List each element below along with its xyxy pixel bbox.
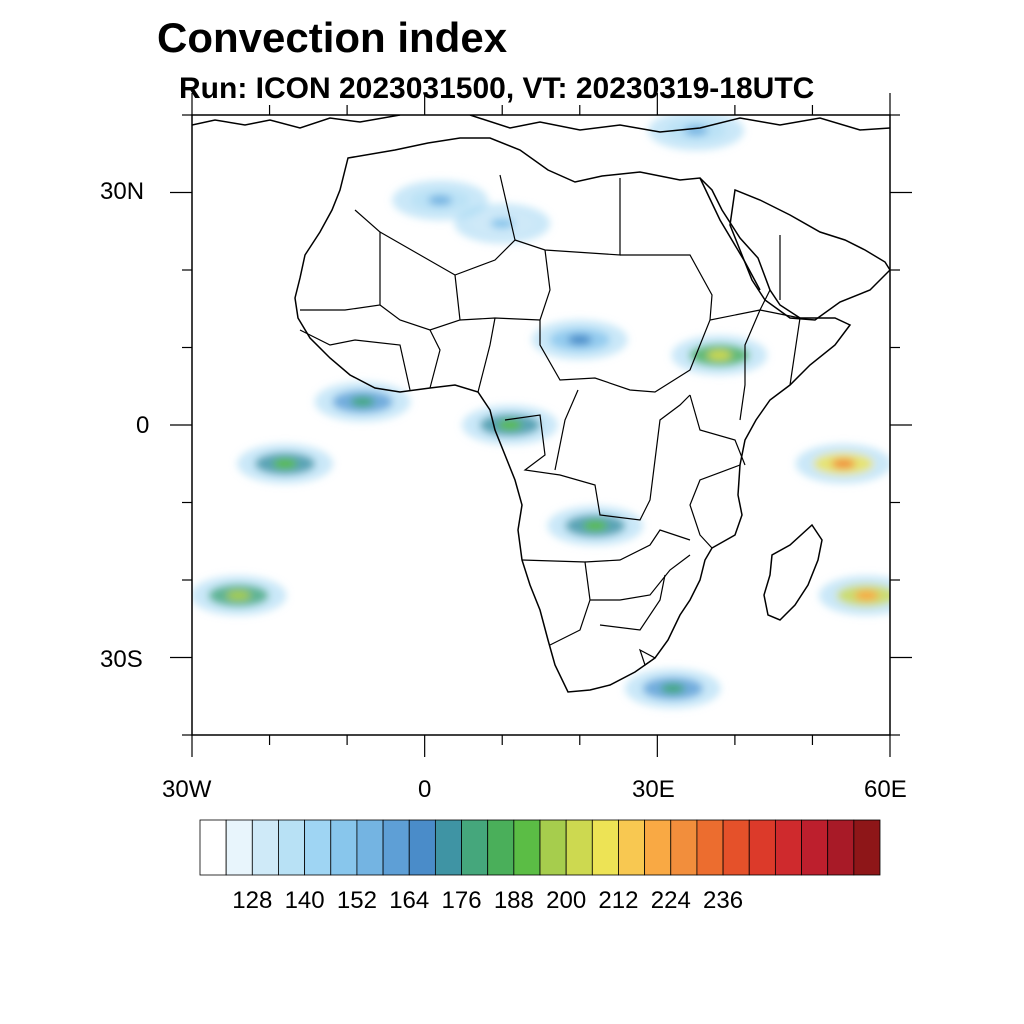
colorbar-swatch: [644, 819, 672, 876]
colorbar-swatch: [827, 819, 855, 876]
convection-region-peak: [660, 683, 685, 694]
europe-coastline: [192, 115, 890, 133]
convection-field-layer: [192, 115, 890, 709]
colorbar-swatch: [225, 819, 253, 876]
colorbar-tick-label: 224: [650, 887, 691, 914]
border-line: [599, 574, 666, 631]
convection-region-peak: [831, 458, 856, 469]
border-line: [429, 329, 441, 389]
colorbar-swatch: [774, 819, 802, 876]
border-line: [638, 648, 657, 666]
colorbar-tick-label: 128: [232, 887, 273, 914]
lon-label-0: 0: [418, 776, 432, 803]
coastline-layer: [192, 115, 890, 693]
colorbar-swatch: [356, 819, 384, 876]
red-sea-coastline: [699, 177, 761, 291]
convection-region-peak: [707, 350, 732, 361]
colorbar-swatch: [408, 819, 436, 876]
colorbar-swatch: [670, 819, 698, 876]
border-line: [689, 394, 746, 466]
border-line: [514, 178, 621, 256]
colorbar-swatch: [853, 819, 881, 876]
country-borders: [299, 174, 801, 666]
convection-region-peak: [854, 590, 879, 601]
border-line: [739, 289, 771, 421]
border-line: [521, 559, 591, 646]
colorbar-swatch: [251, 819, 279, 876]
lat-label-30s: 30S: [100, 646, 143, 673]
lat-label-0: 0: [136, 412, 150, 439]
colorbar-tick-label: 188: [493, 887, 534, 914]
chart-subtitle: Run: ICON 2023031500, VT: 20230319-18UTC: [179, 72, 815, 105]
colorbar-swatch: [278, 819, 306, 876]
colorbar-swatch: [748, 819, 776, 876]
colorbar-swatch: [513, 819, 541, 876]
border-line: [539, 249, 761, 393]
colorbar-swatch: [539, 819, 567, 876]
africa-coastline: [294, 137, 852, 693]
convection-region-peak: [273, 458, 298, 469]
chart-title: Convection index: [157, 14, 508, 61]
colorbar-swatch: [696, 819, 724, 876]
colorbar-swatch: [461, 819, 489, 876]
lat-label-30n: 30N: [100, 178, 145, 205]
convection-region-peak: [428, 195, 453, 206]
colorbar-swatch: [618, 819, 646, 876]
border-line: [554, 389, 579, 471]
colorbar-tick-label: 200: [546, 887, 587, 914]
border-line: [759, 309, 801, 386]
border-line: [299, 329, 411, 391]
colorbar-swatch: [565, 819, 593, 876]
colorbar-swatch: [487, 819, 515, 876]
convection-region-peak: [490, 218, 515, 229]
colorbar-swatch: [330, 819, 358, 876]
border-line: [689, 464, 741, 549]
colorbar-swatch: [382, 819, 410, 876]
border-line: [477, 317, 496, 393]
border-line: [584, 529, 691, 563]
arabia-coastline: [729, 188, 890, 321]
colorbar-swatch: [304, 819, 332, 876]
colorbar-swatch: [434, 819, 462, 876]
colorbar-tick-label: 140: [284, 887, 325, 914]
colorbar-tick-label: 176: [441, 887, 482, 914]
colorbar-tick-label: 152: [336, 887, 377, 914]
colorbar: [199, 819, 881, 876]
lon-label-30e: 30E: [632, 776, 675, 803]
convection-region-peak: [226, 590, 251, 601]
convection-region-peak: [583, 520, 608, 531]
convection-region-peak: [497, 420, 522, 430]
border-line: [504, 394, 691, 521]
colorbar-swatch: [199, 819, 227, 876]
colorbar-tick-label: 212: [598, 887, 639, 914]
madagascar-coastline: [763, 523, 823, 621]
axis-ticks: [170, 93, 912, 757]
colorbar-swatch: [591, 819, 619, 876]
colorbar-tick-label: 236: [703, 887, 744, 914]
lon-label-30w: 30W: [162, 776, 212, 803]
lon-label-60e: 60E: [864, 776, 907, 803]
colorbar-tick-label: 164: [389, 887, 430, 914]
convection-region-peak: [350, 396, 375, 407]
border-line: [590, 554, 691, 601]
convection-region-peak: [567, 334, 592, 345]
colorbar-swatch: [801, 819, 829, 876]
colorbar-swatch: [722, 819, 750, 876]
border-line: [620, 254, 713, 321]
border-line: [379, 174, 516, 276]
